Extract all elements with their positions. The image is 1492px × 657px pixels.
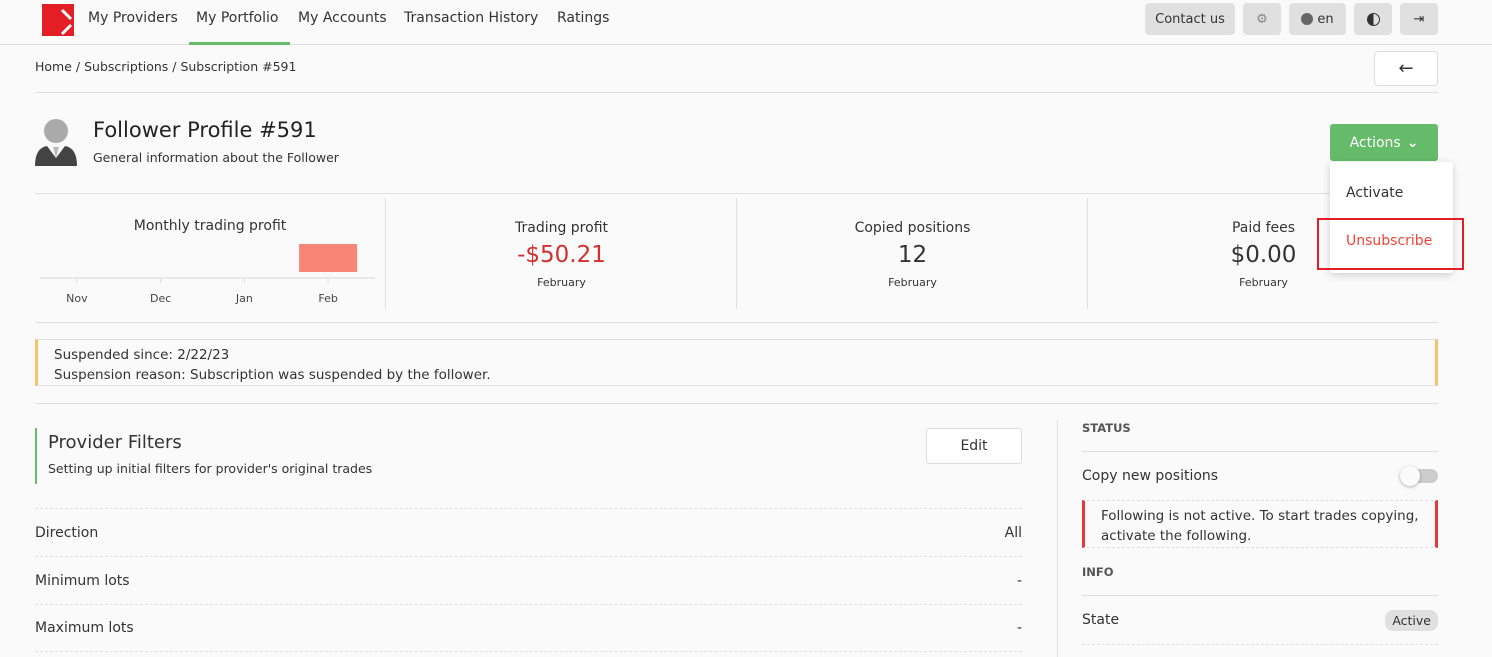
chart-title: Monthly trading profit (133, 218, 287, 234)
logout-button[interactable]: ⇥ (1400, 3, 1438, 35)
actions-label: Actions (1349, 134, 1401, 151)
menu-item-activate[interactable]: Activate (1346, 185, 1404, 201)
divider (35, 322, 1438, 323)
stat-trading-profit: Trading profit -$50.21 February (386, 198, 737, 309)
chart-svg: Nov Dec Jan Feb (40, 244, 375, 305)
divider (736, 198, 737, 309)
suspension-alert: Suspended since: 2/22/23 Suspension reas… (35, 339, 1438, 386)
stat-label: Trading profit (514, 220, 609, 236)
page-title: Follower Profile #591 (93, 118, 317, 142)
filter-row-direction: Direction All (35, 509, 1022, 557)
stat-value: -$50.21 (517, 242, 606, 268)
suspension-reason: Suspension reason: Subscription was susp… (54, 367, 491, 383)
breadcrumb-home[interactable]: Home (35, 59, 72, 74)
copy-new-positions-row: Copy new positions (1082, 466, 1438, 486)
contact-us-button[interactable]: Contact us (1145, 3, 1235, 35)
back-button[interactable]: ← (1374, 51, 1438, 86)
breadcrumb-current: Subscription #591 (180, 59, 297, 74)
logout-icon: ⇥ (1413, 11, 1425, 27)
filter-row-max-lots: Maximum lots - (35, 604, 1022, 652)
gear-icon: ⚙ (1256, 11, 1268, 27)
row-value: All (1004, 524, 1022, 541)
globe-icon (1301, 13, 1314, 25)
row-value: - (1016, 619, 1022, 636)
monthly-profit-chart: Monthly trading profit Nov Dec Jan Feb (35, 198, 385, 309)
settings-button[interactable]: ⚙ (1243, 3, 1281, 35)
theme-toggle-button[interactable] (1354, 3, 1392, 35)
chart-bar (299, 244, 358, 272)
row-value: - (1016, 572, 1022, 589)
brand-logo[interactable] (42, 4, 74, 36)
breadcrumb-subscriptions[interactable]: Subscriptions (84, 59, 169, 74)
nav-transaction-history[interactable]: Transaction History (404, 10, 539, 26)
nav-my-portfolio[interactable]: My Portfolio (196, 10, 279, 26)
divider (1082, 595, 1438, 596)
row-label: Direction (35, 524, 99, 541)
stat-period: February (1239, 276, 1288, 289)
active-tab-indicator (189, 42, 290, 45)
breadcrumb: Home / Subscriptions / Subscription #591 (35, 59, 297, 74)
section-title: Provider Filters (48, 432, 182, 453)
stat-value: $0.00 (1230, 242, 1297, 268)
top-nav (0, 0, 1492, 45)
x-tick-label: Jan (235, 292, 253, 305)
language-label: en (1317, 11, 1334, 27)
divider (385, 198, 386, 309)
arrow-left-icon: ← (1398, 58, 1414, 79)
provider-filters-header: Provider Filters Setting up initial filt… (35, 428, 372, 484)
suspended-since: Suspended since: 2/22/23 (54, 347, 230, 363)
highlight-box (1317, 218, 1464, 270)
section-subtitle: Setting up initial filters for provider'… (48, 461, 373, 476)
stat-period: February (537, 276, 586, 289)
edit-button[interactable]: Edit (926, 428, 1022, 464)
nav-my-providers[interactable]: My Providers (88, 10, 178, 26)
state-row: State Active (1082, 608, 1438, 632)
x-tick-label: Nov (66, 292, 88, 305)
divider (35, 193, 1438, 194)
menu-item-unsubscribe[interactable]: Unsubscribe (1346, 233, 1433, 249)
status-heading: STATUS (1082, 421, 1131, 435)
row-label: Maximum lots (35, 619, 134, 636)
row-label: Minimum lots (35, 572, 130, 589)
divider (35, 403, 1438, 404)
avatar (35, 118, 77, 170)
divider (1087, 198, 1088, 309)
language-button[interactable]: en (1289, 3, 1346, 35)
stat-paid-fees: Paid fees $0.00 February (1088, 198, 1439, 309)
x-tick-label: Dec (150, 292, 171, 305)
divider (35, 92, 1438, 93)
state-label: State (1082, 612, 1120, 628)
inactive-warning: Following is not active. To start trades… (1082, 500, 1438, 548)
stat-copied-positions: Copied positions 12 February (737, 198, 1088, 309)
divider (1057, 420, 1058, 657)
divider (1082, 644, 1438, 645)
divider (35, 508, 1022, 509)
copy-label: Copy new positions (1082, 468, 1219, 484)
x-tick-label: Feb (318, 292, 337, 305)
actions-dropdown: Activate Unsubscribe (1330, 162, 1453, 273)
status-badge: Active (1385, 609, 1438, 631)
actions-button[interactable]: Actions ⌄ (1330, 124, 1438, 161)
stat-label: Paid fees (1231, 220, 1296, 236)
page-subtitle: General information about the Follower (93, 150, 339, 165)
contrast-icon (1366, 12, 1380, 26)
divider (1082, 451, 1438, 452)
nav-ratings[interactable]: Ratings (557, 10, 610, 26)
chevron-down-icon: ⌄ (1406, 134, 1419, 151)
stat-value: 12 (897, 242, 928, 268)
filter-row-min-lots: Minimum lots - (35, 557, 1022, 605)
copy-toggle[interactable] (1400, 466, 1438, 486)
stat-period: February (888, 276, 937, 289)
stat-label: Copied positions (854, 220, 971, 236)
info-heading: INFO (1082, 565, 1114, 579)
nav-my-accounts[interactable]: My Accounts (298, 10, 387, 26)
